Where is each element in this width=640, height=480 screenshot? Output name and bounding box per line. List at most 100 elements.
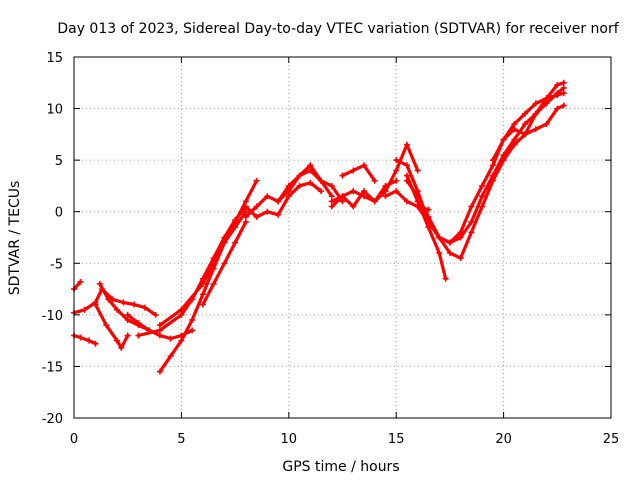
data-point: [479, 203, 486, 210]
data-point: [232, 216, 239, 223]
data-point: [425, 219, 432, 226]
data-point: [414, 198, 421, 205]
data-point: [468, 203, 475, 210]
data-point: [96, 280, 103, 287]
data-point: [118, 344, 125, 351]
data-point: [221, 260, 228, 267]
data-point: [339, 172, 346, 179]
data-point: [403, 141, 410, 148]
data-point: [457, 229, 464, 236]
x-axis-label: GPS time / hours: [282, 459, 399, 475]
plot-frame: [73, 56, 612, 419]
data-point: [554, 105, 561, 112]
data-point: [135, 320, 142, 327]
data-point: [221, 239, 228, 246]
data-point: [371, 198, 378, 205]
y-axis-label: SDTVAR / TECUs: [7, 181, 23, 296]
data-point: [113, 337, 120, 344]
data-point: [554, 81, 561, 88]
data-point: [393, 177, 400, 184]
data-point: [500, 157, 507, 164]
data-point: [522, 131, 529, 138]
data-point: [307, 179, 314, 186]
data-point: [328, 198, 335, 205]
data-point: [522, 110, 529, 117]
data-point: [189, 327, 196, 334]
series-track-22: [491, 81, 566, 162]
data-point: [275, 211, 282, 218]
data-point: [350, 203, 357, 210]
data-point: [522, 121, 529, 128]
data-point: [560, 90, 567, 97]
data-point: [156, 322, 163, 329]
data-point: [479, 182, 486, 189]
y-tick-label: 15: [46, 51, 63, 66]
data-point: [414, 167, 421, 174]
grid-layer: [74, 57, 611, 418]
data-point: [489, 162, 496, 169]
data-point: [103, 322, 110, 329]
data-point: [285, 182, 292, 189]
data-point: [414, 203, 421, 210]
data-point: [393, 157, 400, 164]
x-tick-label: 10: [281, 432, 298, 447]
data-point: [318, 188, 325, 195]
x-tick-label: 15: [388, 432, 405, 447]
data-point: [178, 311, 185, 318]
data-point: [285, 193, 292, 200]
data-point: [131, 301, 138, 308]
data-point: [232, 239, 239, 246]
data-point: [511, 126, 518, 133]
data-point: [86, 337, 93, 344]
data-point: [468, 219, 475, 226]
y-tick-label: 5: [55, 154, 63, 169]
data-point: [318, 177, 325, 184]
data-point: [532, 126, 539, 133]
data-point: [264, 208, 271, 215]
data-point: [242, 219, 249, 226]
data-point: [156, 327, 163, 334]
data-point: [210, 260, 217, 267]
data-point: [360, 193, 367, 200]
data-point: [210, 280, 217, 287]
data-point: [393, 188, 400, 195]
data-point: [242, 213, 249, 220]
data-point: [382, 193, 389, 200]
data-point: [178, 306, 185, 313]
data-point: [253, 213, 260, 220]
data-point: [152, 311, 159, 318]
data-point: [479, 193, 486, 200]
data-point: [468, 229, 475, 236]
data-point: [253, 177, 260, 184]
data-point: [382, 182, 389, 189]
data-point: [328, 182, 335, 189]
data-point: [296, 172, 303, 179]
data-point: [403, 198, 410, 205]
series-track-15: [340, 163, 377, 183]
series-track-3: [93, 302, 130, 350]
data-point: [360, 188, 367, 195]
data-point: [242, 203, 249, 210]
chart-title: Day 013 of 2023, Sidereal Day-to-day VTE…: [57, 21, 619, 37]
data-point: [199, 280, 206, 287]
data-point: [167, 353, 174, 360]
data-point: [124, 332, 131, 339]
data-point: [532, 100, 539, 107]
data-point: [489, 177, 496, 184]
data-point: [489, 157, 496, 164]
data-point: [554, 92, 561, 99]
data-point: [393, 167, 400, 174]
data-point: [403, 162, 410, 169]
y-tick-label: -10: [42, 309, 63, 324]
data-point: [113, 306, 120, 313]
data-point: [296, 182, 303, 189]
data-point: [350, 188, 357, 195]
series-layer: [71, 79, 567, 375]
series-track-8: [136, 205, 259, 338]
data-point: [403, 172, 410, 179]
data-point: [199, 291, 206, 298]
data-point: [543, 121, 550, 128]
data-point: [120, 299, 127, 306]
y-tick-label: -20: [42, 412, 63, 427]
data-point: [77, 334, 84, 341]
